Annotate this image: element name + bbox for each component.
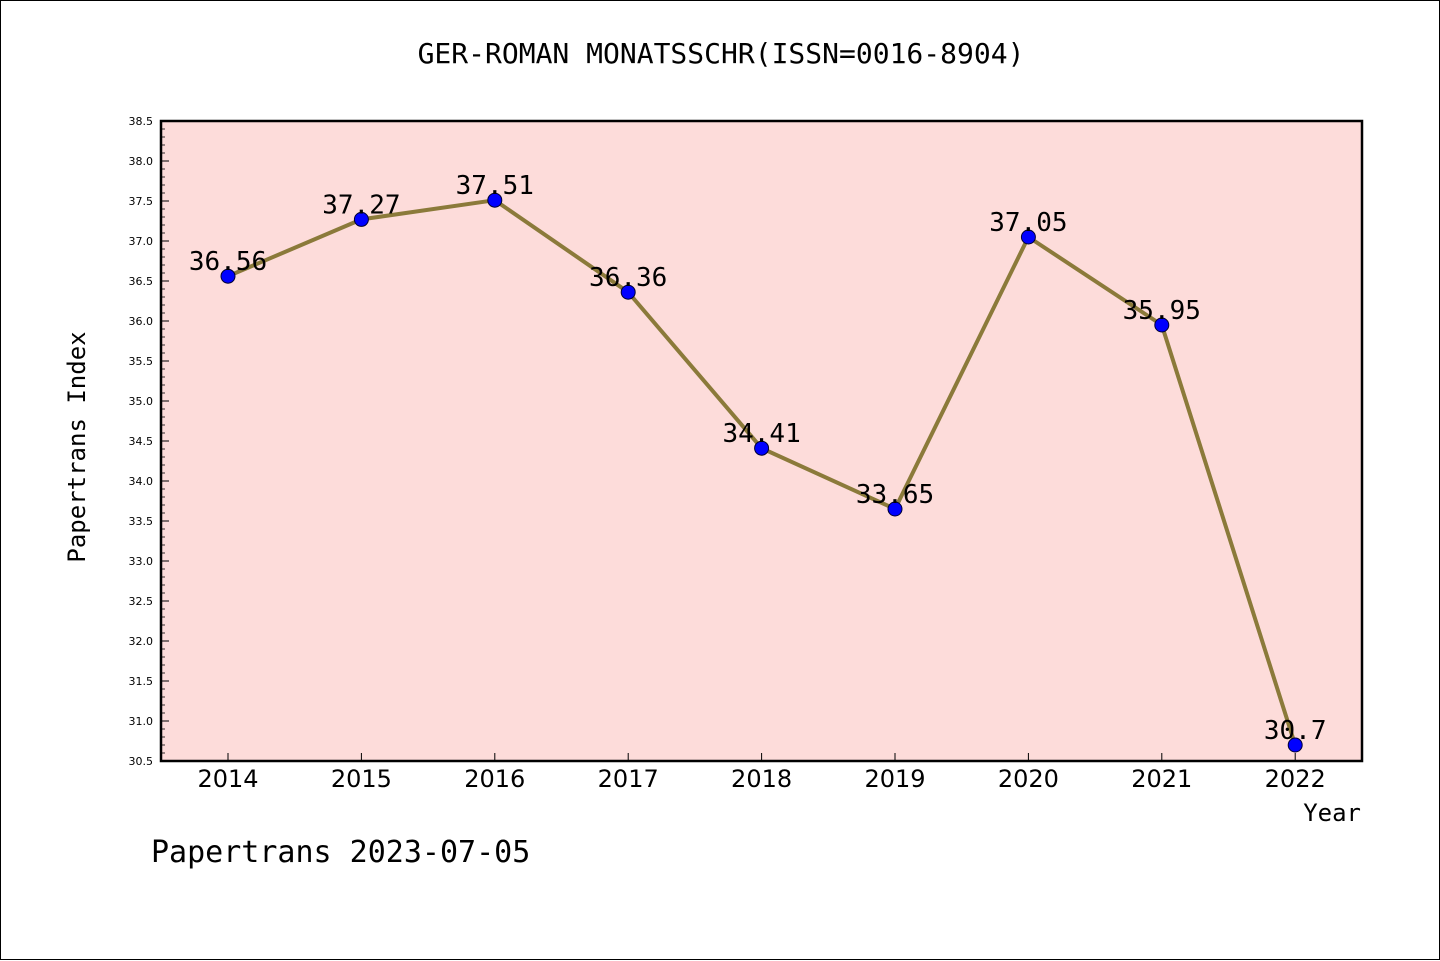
y-tick-label: 35.0 (129, 395, 154, 408)
chart-title: GER-ROMAN MONATSSCHR(ISSN=0016-8904) (417, 37, 1025, 70)
data-point (487, 192, 503, 208)
y-tick-label: 32.0 (129, 635, 154, 648)
y-tick-label: 38.5 (129, 115, 154, 128)
series-layer (220, 192, 1303, 753)
y-tick-label: 32.5 (129, 595, 154, 608)
data-point (220, 268, 236, 284)
y-tick-label: 33.5 (129, 515, 154, 528)
y-tick-label: 36.5 (129, 275, 154, 288)
data-point (1020, 229, 1036, 245)
x-tick-label: 2014 (197, 765, 258, 793)
data-label: 36.36 (589, 263, 667, 293)
x-tick-label: 2016 (464, 765, 525, 793)
data-label: 33.65 (856, 480, 934, 510)
data-label: 37.27 (322, 190, 400, 220)
data-point (1154, 317, 1170, 333)
x-tick-label: 2018 (731, 765, 792, 793)
x-tick-label: 2015 (331, 765, 392, 793)
data-label: 36.56 (189, 247, 267, 277)
data-label: 34.41 (722, 419, 800, 449)
x-tick-label: 2021 (1131, 765, 1192, 793)
data-label: 37.51 (456, 171, 534, 201)
data-point (353, 211, 369, 227)
plot-border (159, 119, 1364, 763)
data-point (1287, 737, 1303, 753)
y-tick-label: 38.0 (129, 155, 154, 168)
x-tick-label: 2019 (864, 765, 925, 793)
data-point (620, 284, 636, 300)
data-label: 35.95 (1123, 296, 1201, 326)
y-axis: 30.5 31.0 31.5 32.0 32.5 33.0 33.5 34.0 34.5 35.0… (129, 115, 169, 768)
y-tick-label: 30.5 (129, 755, 154, 768)
x-tick-label: 2017 (598, 765, 659, 793)
data-label: 37.05 (989, 208, 1067, 238)
y-tick-label: 34.0 (129, 475, 154, 488)
footer-note: Papertrans 2023-07-05 (151, 835, 531, 870)
x-axis-label: Year (1303, 799, 1361, 827)
x-tick-label: 2020 (998, 765, 1059, 793)
y-tick-label: 31.0 (129, 715, 154, 728)
data-label: 30.7 (1264, 716, 1327, 746)
x-axis: 2014 2015 2016 2017 2018 2019 2020 2021 2022 (197, 753, 1326, 793)
y-tick-label: 37.0 (129, 235, 154, 248)
y-tick-label: 33.0 (129, 555, 154, 568)
x-tick-label: 2022 (1265, 765, 1326, 793)
y-axis-label: Papertrans Index (63, 331, 91, 562)
data-point (754, 440, 770, 456)
y-tick-label: 36.0 (129, 315, 154, 328)
data-labels: 36.56 37.27 37.51 36.36 34.41 33.65 37.05 35.95… (189, 171, 1327, 746)
y-tick-label: 34.5 (129, 435, 154, 448)
data-point (887, 501, 903, 517)
y-tick-label: 35.5 (129, 355, 154, 368)
y-tick-label: 31.5 (129, 675, 154, 688)
y-tick-label: 37.5 (129, 195, 154, 208)
